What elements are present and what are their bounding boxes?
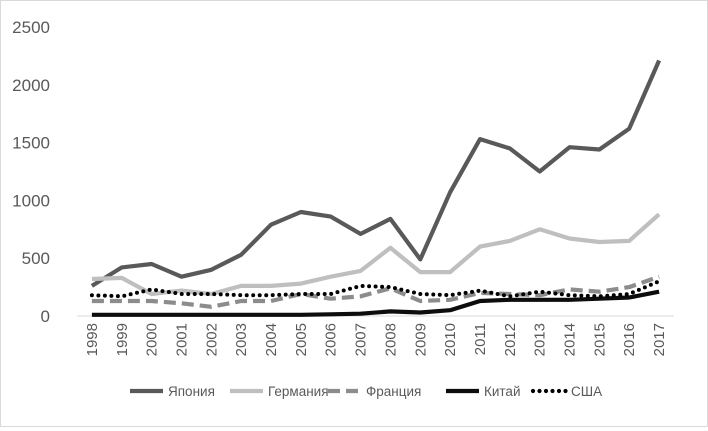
y-tick-label: 1000: [12, 191, 50, 210]
series-line: [89, 279, 662, 299]
x-tick-label: 2002: [203, 323, 220, 356]
x-tick-label: 1999: [114, 323, 131, 356]
y-axis: 0 500 1000 1500 2000 2500: [12, 18, 50, 326]
legend-label: Япония: [168, 384, 215, 399]
x-tick-label: 2012: [502, 323, 519, 356]
x-axis: 1998 1999 2000 2001 2002 2003 2004 2005 2006 2007…: [77, 315, 674, 356]
x-tick-label: 2009: [412, 323, 429, 356]
series-lines: [89, 59, 662, 317]
legend-label: Китай: [484, 384, 521, 399]
x-tick-label: 2015: [591, 323, 608, 356]
x-tick-label: 2007: [353, 323, 370, 356]
x-tick-label: 2006: [323, 323, 340, 356]
x-tick-label: 2003: [233, 323, 250, 356]
y-tick-label: 0: [41, 307, 50, 326]
legend-label: Франция: [366, 384, 421, 399]
x-tick-label: 2001: [173, 323, 190, 356]
x-tick-label: 2010: [442, 323, 459, 356]
y-tick-label: 1500: [12, 134, 50, 153]
series-line: [90, 59, 662, 288]
legend-label: Германия: [268, 384, 329, 399]
x-tick-label: 2000: [144, 323, 161, 356]
x-tick-label: 2013: [532, 323, 549, 356]
legend: Япония Германия Франция Китай США: [130, 384, 602, 399]
y-tick-label: 500: [22, 249, 50, 268]
legend-label: США: [571, 384, 602, 399]
x-tick-label: 2005: [293, 323, 310, 356]
x-tick-label: 2017: [651, 323, 668, 356]
series-line: [91, 212, 661, 297]
x-tick-label: 2016: [621, 323, 638, 356]
y-tick-label: 2000: [12, 76, 50, 95]
x-tick-label: 2011: [472, 323, 489, 355]
x-tick-label: 2004: [263, 323, 280, 356]
y-tick-label: 2500: [12, 18, 50, 37]
series-line: [91, 274, 660, 309]
x-tick-label: 1998: [84, 323, 101, 356]
x-tick-label: 2014: [562, 323, 579, 356]
x-tick-label: 2008: [382, 323, 399, 356]
series-line: [91, 289, 660, 317]
